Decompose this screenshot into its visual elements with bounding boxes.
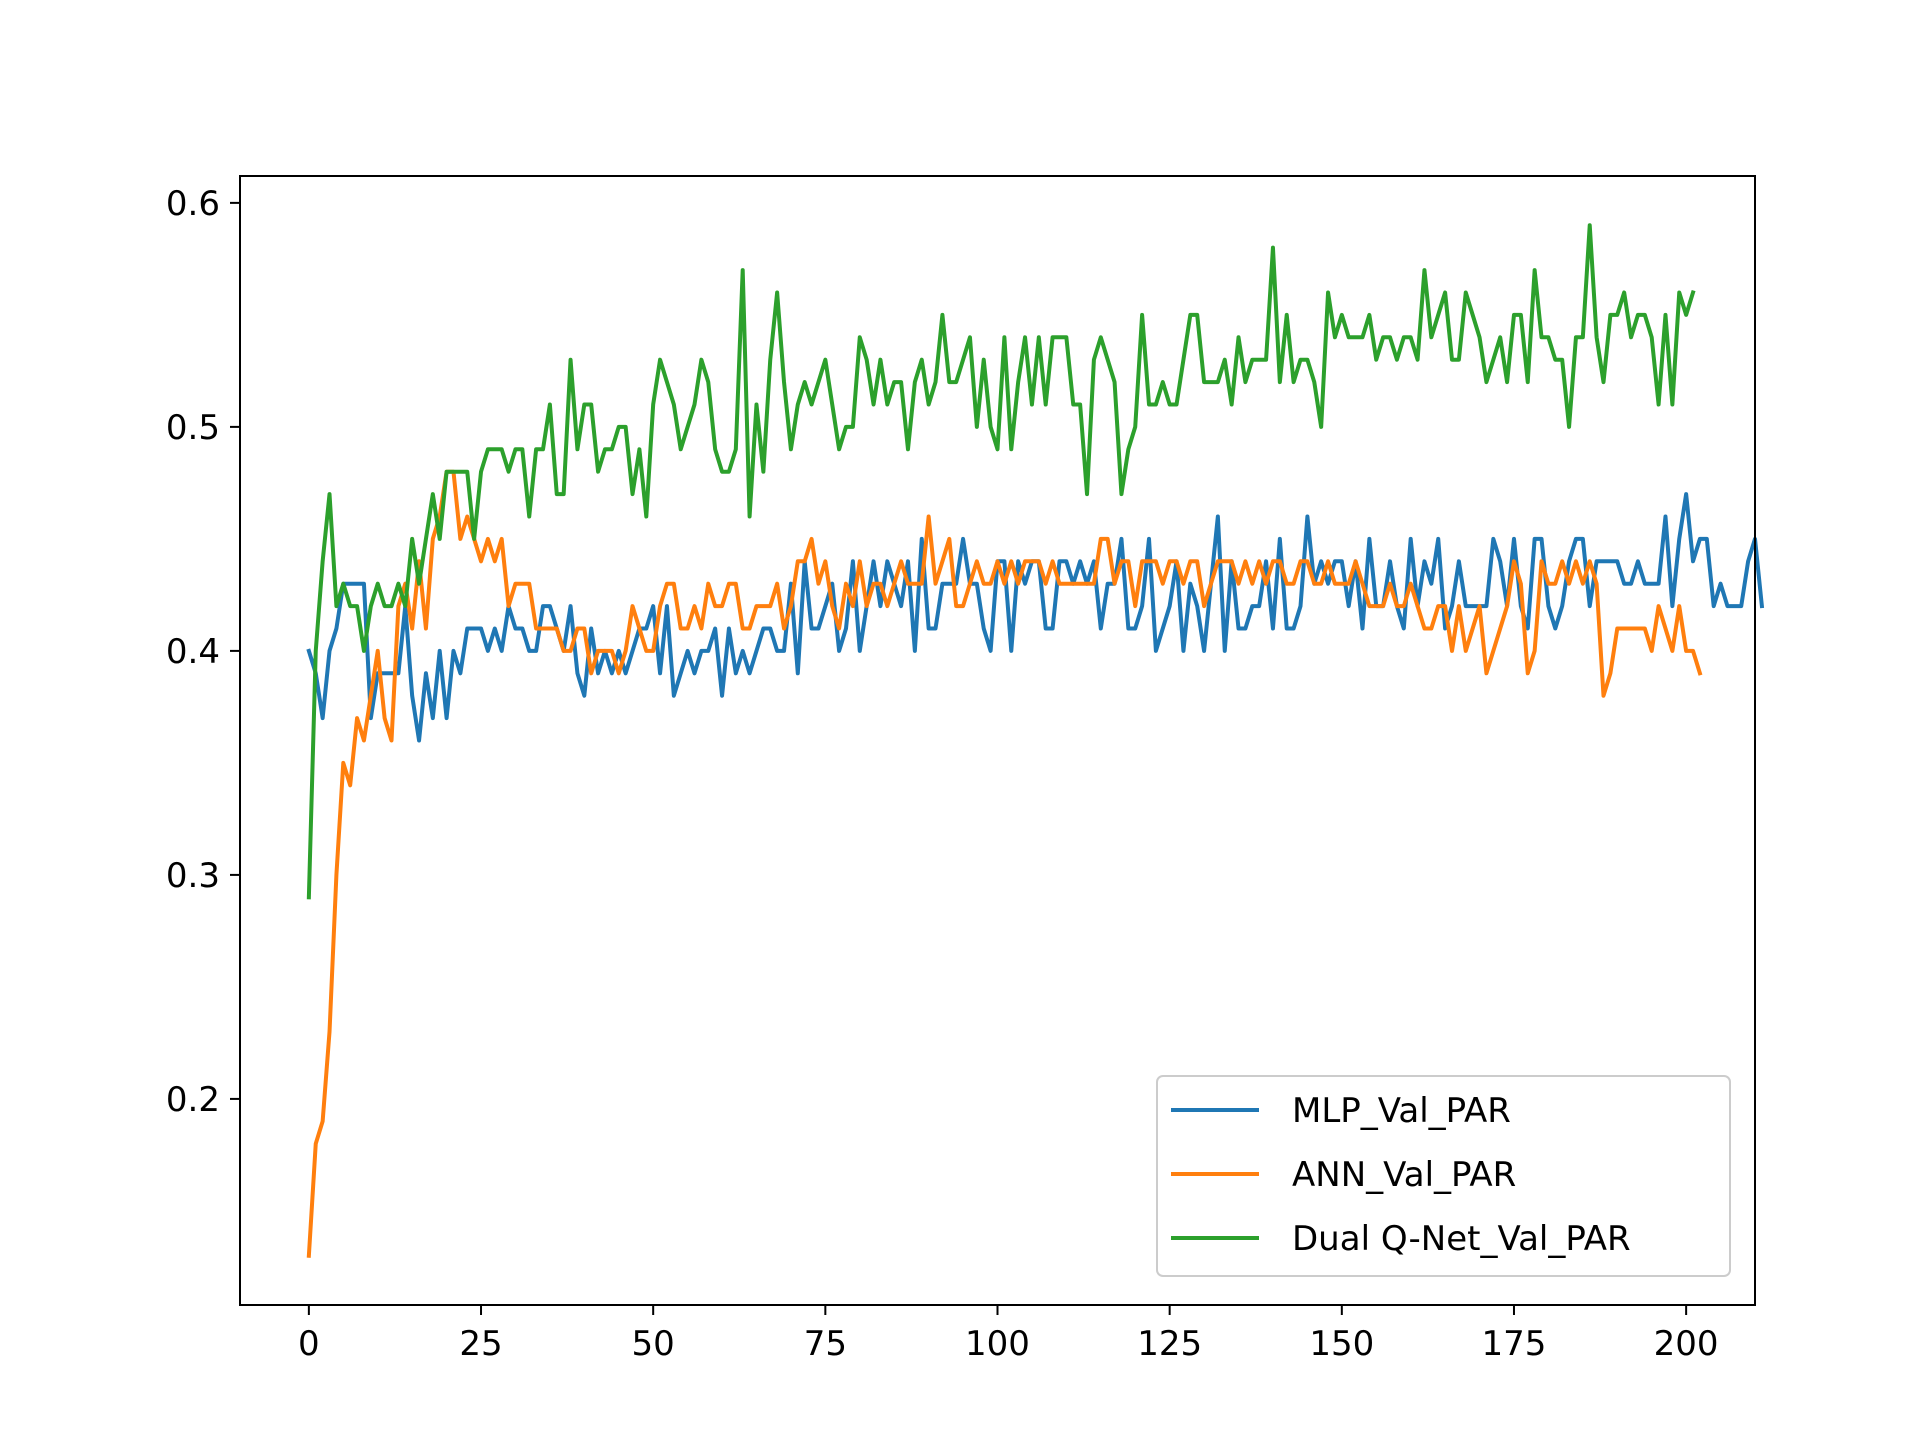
x-tick-label-7: 175	[1482, 1324, 1547, 1364]
legend-box	[1156, 1075, 1731, 1277]
y-tick-label-0: 0.2	[166, 1080, 220, 1120]
x-tick-label-5: 125	[1137, 1324, 1202, 1364]
y-tick-label-3: 0.5	[166, 408, 220, 448]
x-tick-label-1: 25	[459, 1324, 502, 1364]
x-tick-label-4: 100	[965, 1324, 1030, 1364]
legend-label-1: ANN_Val_PAR	[1292, 1155, 1516, 1195]
x-tick-label-2: 50	[632, 1324, 675, 1364]
y-tick-label-2: 0.4	[166, 632, 220, 672]
y-tick-label-1: 0.3	[166, 856, 220, 896]
x-tick-label-3: 75	[804, 1324, 847, 1364]
x-tick-label-8: 200	[1654, 1324, 1719, 1364]
series-line-2	[306, 223, 1696, 900]
x-tick-label-6: 150	[1309, 1324, 1374, 1364]
series-line-1	[306, 469, 1703, 1258]
legend: MLP_Val_PAR ANN_Val_PAR Dual Q-Net_Val_PAR	[1156, 1075, 1731, 1277]
y-tick-label-4: 0.6	[166, 184, 220, 224]
x-tick-label-0: 0	[298, 1324, 320, 1364]
axes-layer: 0 25 50 75 100 125 150 175 200 0.2 0.3 0.4 0.5 0.6	[166, 175, 1756, 1364]
legend-label-0: MLP_Val_PAR	[1292, 1091, 1511, 1131]
series-layer	[306, 223, 1765, 1258]
legend-label-2: Dual Q-Net_Val_PAR	[1292, 1219, 1631, 1259]
